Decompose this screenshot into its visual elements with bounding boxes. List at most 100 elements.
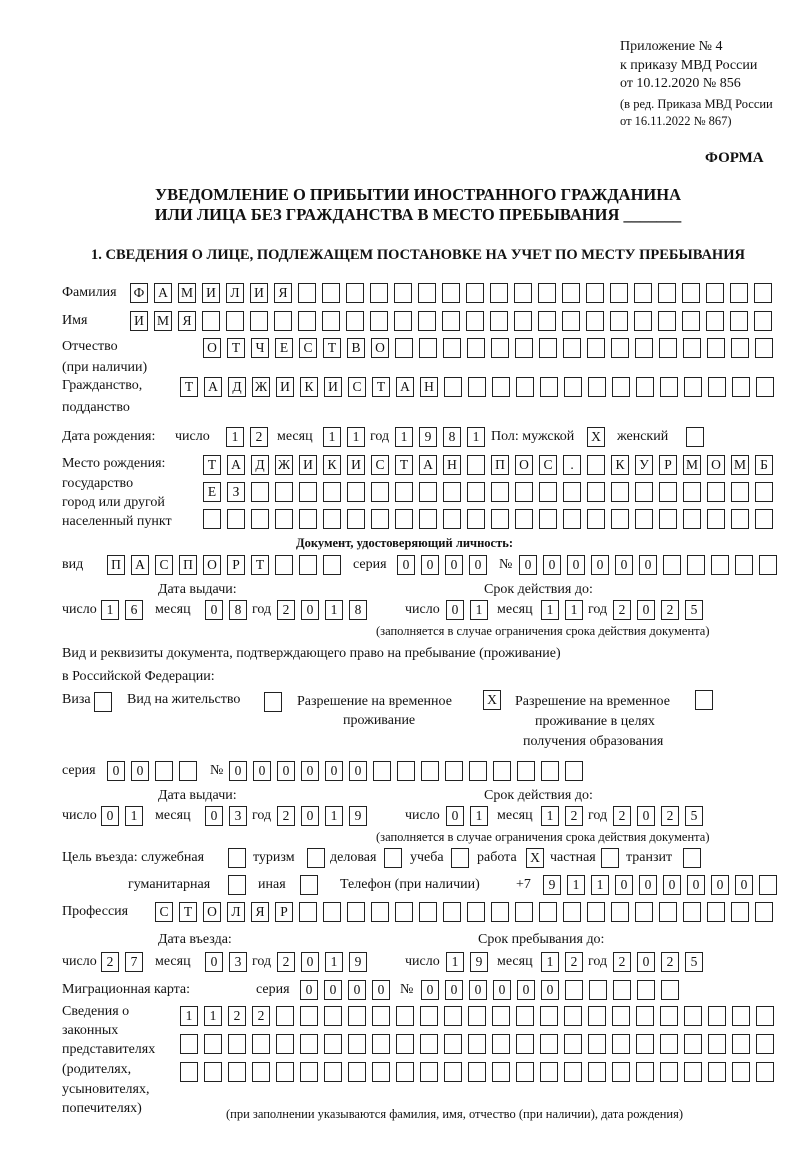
char-cell[interactable] <box>610 283 628 303</box>
char-cell[interactable] <box>491 338 509 358</box>
char-cell[interactable] <box>514 311 532 331</box>
char-cell[interactable]: 5 <box>685 600 703 620</box>
char-cell[interactable] <box>539 338 557 358</box>
char-cell[interactable] <box>324 1034 342 1054</box>
char-cell[interactable] <box>444 1006 462 1026</box>
char-cell[interactable] <box>371 482 389 502</box>
char-cell[interactable]: 0 <box>277 761 295 781</box>
char-cell[interactable]: 2 <box>613 952 631 972</box>
char-cell[interactable] <box>563 509 581 529</box>
char-cell[interactable]: 0 <box>469 555 487 575</box>
char-cell[interactable]: И <box>130 311 148 331</box>
char-cell[interactable] <box>732 377 750 397</box>
char-cell[interactable]: 1 <box>325 600 343 620</box>
char-cell[interactable] <box>759 875 777 895</box>
char-cell[interactable] <box>323 555 341 575</box>
char-cell[interactable]: 2 <box>277 952 295 972</box>
char-cell[interactable] <box>467 338 485 358</box>
char-cell[interactable] <box>444 1062 462 1082</box>
char-cell[interactable]: 0 <box>301 952 319 972</box>
char-cell[interactable] <box>731 338 749 358</box>
char-cell[interactable] <box>275 555 293 575</box>
char-cell[interactable] <box>756 1006 774 1026</box>
char-cell[interactable]: 2 <box>661 600 679 620</box>
char-cell[interactable]: 1 <box>541 806 559 826</box>
char-cell[interactable]: П <box>107 555 125 575</box>
char-cell[interactable]: 8 <box>349 600 367 620</box>
char-cell[interactable] <box>683 902 701 922</box>
char-cell[interactable]: 0 <box>205 952 223 972</box>
char-cell[interactable] <box>372 1034 390 1054</box>
char-cell[interactable] <box>517 761 535 781</box>
char-cell[interactable] <box>443 482 461 502</box>
char-cell[interactable]: 5 <box>685 952 703 972</box>
char-cell[interactable] <box>756 377 774 397</box>
char-cell[interactable]: К <box>323 455 341 475</box>
char-cell[interactable] <box>204 1034 222 1054</box>
checkbox-cell[interactable] <box>228 848 246 868</box>
char-cell[interactable]: 0 <box>348 980 366 1000</box>
char-cell[interactable]: Б <box>755 455 773 475</box>
char-cell[interactable] <box>228 1034 246 1054</box>
char-cell[interactable] <box>323 509 341 529</box>
char-cell[interactable] <box>755 902 773 922</box>
char-cell[interactable] <box>323 902 341 922</box>
char-cell[interactable] <box>373 761 391 781</box>
char-cell[interactable]: 0 <box>519 555 537 575</box>
char-cell[interactable]: 1 <box>323 427 341 447</box>
char-cell[interactable] <box>492 1062 510 1082</box>
char-cell[interactable] <box>397 761 415 781</box>
checkbox-cell[interactable] <box>451 848 469 868</box>
char-cell[interactable] <box>515 482 533 502</box>
char-cell[interactable]: 1 <box>125 806 143 826</box>
char-cell[interactable]: К <box>611 455 629 475</box>
char-cell[interactable]: 0 <box>469 980 487 1000</box>
char-cell[interactable]: Ч <box>251 338 269 358</box>
char-cell[interactable]: 0 <box>639 555 657 575</box>
char-cell[interactable] <box>683 509 701 529</box>
char-cell[interactable] <box>538 311 556 331</box>
char-cell[interactable]: 2 <box>613 600 631 620</box>
char-cell[interactable]: 0 <box>639 875 657 895</box>
char-cell[interactable] <box>635 509 653 529</box>
char-cell[interactable]: 0 <box>131 761 149 781</box>
char-cell[interactable] <box>563 338 581 358</box>
char-cell[interactable] <box>660 377 678 397</box>
char-cell[interactable]: 1 <box>347 427 365 447</box>
checkbox-cell[interactable] <box>686 427 704 447</box>
char-cell[interactable] <box>659 482 677 502</box>
char-cell[interactable]: 0 <box>615 875 633 895</box>
char-cell[interactable] <box>636 1034 654 1054</box>
char-cell[interactable] <box>467 455 485 475</box>
char-cell[interactable] <box>661 980 679 1000</box>
char-cell[interactable]: Я <box>251 902 269 922</box>
char-cell[interactable] <box>420 1062 438 1082</box>
char-cell[interactable] <box>443 338 461 358</box>
char-cell[interactable]: 0 <box>637 600 655 620</box>
char-cell[interactable] <box>587 482 605 502</box>
char-cell[interactable]: 1 <box>446 952 464 972</box>
char-cell[interactable] <box>372 1062 390 1082</box>
char-cell[interactable]: 1 <box>591 875 609 895</box>
char-cell[interactable]: 1 <box>541 600 559 620</box>
char-cell[interactable]: Е <box>203 482 221 502</box>
checkbox-cell[interactable] <box>601 848 619 868</box>
char-cell[interactable]: Т <box>251 555 269 575</box>
char-cell[interactable] <box>563 902 581 922</box>
char-cell[interactable]: 0 <box>517 980 535 1000</box>
char-cell[interactable] <box>444 1034 462 1054</box>
char-cell[interactable] <box>394 311 412 331</box>
char-cell[interactable] <box>395 338 413 358</box>
char-cell[interactable]: 0 <box>421 555 439 575</box>
char-cell[interactable] <box>755 509 773 529</box>
char-cell[interactable] <box>493 761 511 781</box>
char-cell[interactable] <box>467 902 485 922</box>
char-cell[interactable] <box>418 283 436 303</box>
checkbox-cell[interactable] <box>264 692 282 712</box>
char-cell[interactable] <box>469 761 487 781</box>
char-cell[interactable]: С <box>371 455 389 475</box>
char-cell[interactable] <box>636 377 654 397</box>
char-cell[interactable] <box>611 902 629 922</box>
char-cell[interactable]: Н <box>443 455 461 475</box>
char-cell[interactable] <box>323 482 341 502</box>
